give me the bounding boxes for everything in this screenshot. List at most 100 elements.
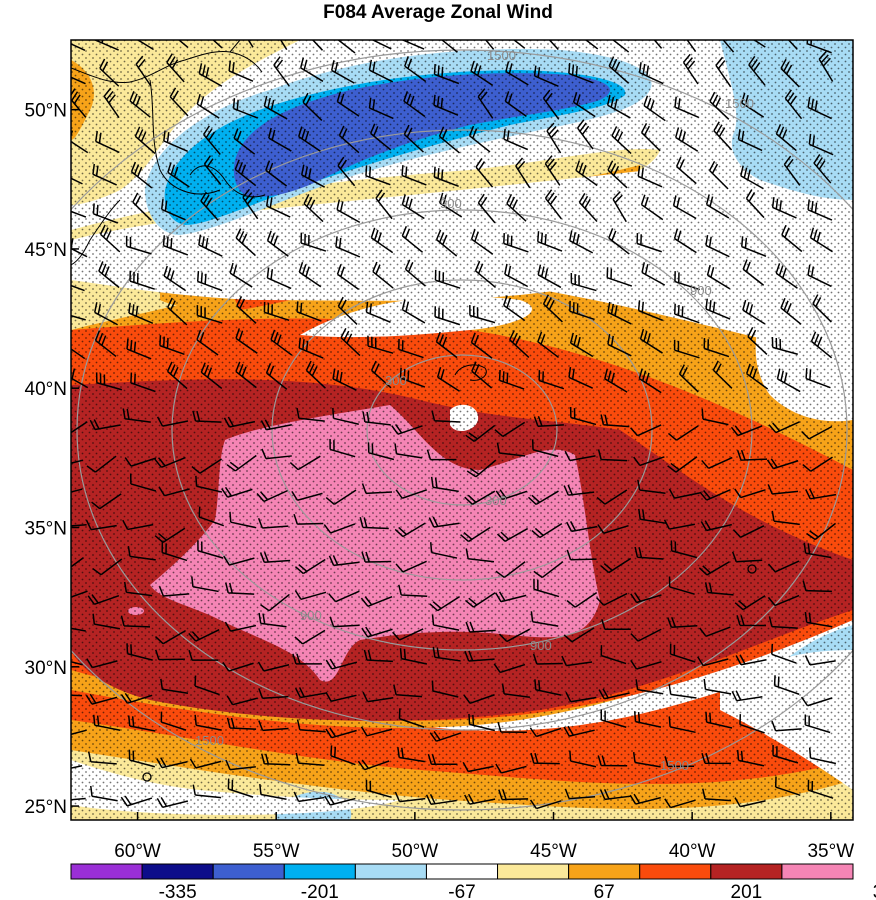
wind-barb	[191, 458, 223, 474]
wind-barb	[427, 753, 458, 766]
wind-barb	[606, 267, 633, 287]
wind-barb	[295, 752, 325, 767]
wind-barb	[369, 123, 392, 151]
wind-barb	[703, 338, 730, 358]
wind-barb	[71, 797, 86, 801]
wind-barb	[332, 407, 359, 426]
wind-barb	[311, 40, 324, 51]
wind-barb	[92, 163, 117, 186]
wind-barb	[434, 269, 461, 289]
wind-barb	[542, 89, 560, 120]
wind-barb	[91, 493, 122, 510]
wind-barb	[95, 372, 123, 391]
wind-barb	[477, 193, 496, 224]
wind-barb	[698, 561, 730, 576]
wind-barb	[235, 361, 257, 389]
wind-barb	[470, 229, 494, 255]
wind-barb	[404, 56, 427, 83]
ring-label: 900	[440, 196, 462, 211]
wind-barb	[804, 714, 831, 734]
wind-barb	[742, 299, 766, 325]
wind-barb	[664, 756, 695, 768]
colorbar-label: -67	[448, 882, 475, 900]
wind-barb	[431, 614, 460, 631]
lat-tick-label: 25°N	[25, 797, 67, 818]
lon-tick-label: 60°W	[114, 841, 161, 862]
wind-barbs	[71, 40, 837, 810]
wind-barb	[122, 408, 151, 423]
wind-barb	[302, 92, 323, 121]
wind-barb	[637, 300, 664, 322]
wind-barb	[534, 679, 562, 696]
map-title: F084 Average Zonal Wind	[323, 2, 553, 23]
wind-barb	[668, 488, 701, 499]
wind-barb	[538, 370, 565, 390]
wind-barb	[403, 91, 426, 118]
wind-barb	[330, 60, 355, 84]
wind-barb	[98, 261, 120, 289]
wind-barb	[188, 649, 219, 661]
wind-barb	[370, 227, 394, 254]
wind-barb	[674, 127, 699, 152]
wind-barb	[370, 360, 392, 389]
wind-barb	[736, 749, 765, 767]
wind-barb	[293, 513, 324, 525]
wind-barb	[261, 448, 292, 460]
wind-barb	[732, 525, 765, 538]
wind-barb	[678, 364, 699, 393]
plot-area	[71, 40, 853, 820]
wind-barb	[197, 540, 224, 559]
wind-barb	[533, 415, 564, 428]
wind-barb	[429, 542, 458, 559]
wind-barb	[298, 337, 324, 359]
wind-barb	[233, 128, 256, 155]
wind-barb	[569, 407, 597, 426]
wind-barb	[191, 576, 219, 593]
wind-barb	[136, 40, 154, 51]
wind-barb	[71, 421, 88, 434]
wind-barb	[565, 692, 597, 703]
wind-barb	[365, 165, 391, 186]
wind-barb	[807, 779, 834, 799]
wind-barb	[569, 332, 594, 358]
wind-barb	[667, 425, 699, 441]
wind-barb	[222, 662, 254, 672]
wind-barb	[120, 615, 151, 628]
wind-barb	[226, 695, 258, 706]
wind-barb	[635, 679, 664, 695]
colorbar-label: 67	[594, 882, 615, 900]
wind-barb	[697, 656, 729, 667]
wind-barb	[166, 361, 188, 390]
wind-barb	[569, 750, 597, 768]
wind-barb	[465, 548, 495, 563]
wind-barb	[401, 194, 425, 220]
wind-barb	[425, 793, 457, 806]
wind-barb	[431, 680, 459, 698]
wind-barb	[291, 490, 323, 501]
wind-barb	[399, 648, 428, 665]
range-ring-outer-b	[76, 129, 848, 731]
longitude-axis: 60°W 55°W 50°W 45°W 40°W 35°W	[114, 812, 854, 862]
wind-barb	[608, 228, 630, 255]
wind-barb	[812, 294, 832, 323]
wind-barb	[630, 424, 662, 437]
wind-barb	[85, 519, 117, 531]
colorbar-label: -335	[159, 882, 197, 900]
wind-barb	[630, 628, 662, 642]
wind-barb	[596, 489, 628, 505]
wind-barb	[92, 714, 121, 732]
wind-barb	[641, 262, 666, 286]
wind-barb	[155, 649, 185, 661]
wind-barb	[160, 711, 187, 731]
wind-barb	[600, 645, 627, 665]
wind-barb	[198, 506, 225, 527]
wind-barb	[242, 188, 259, 220]
wind-barb	[600, 414, 630, 428]
wind-barb	[673, 303, 700, 324]
wind-barb	[813, 154, 832, 184]
wind-barb	[221, 486, 253, 498]
wind-barb	[805, 488, 837, 500]
wind-barb	[462, 761, 494, 773]
wind-barb	[200, 191, 219, 221]
wind-barb	[637, 479, 666, 494]
